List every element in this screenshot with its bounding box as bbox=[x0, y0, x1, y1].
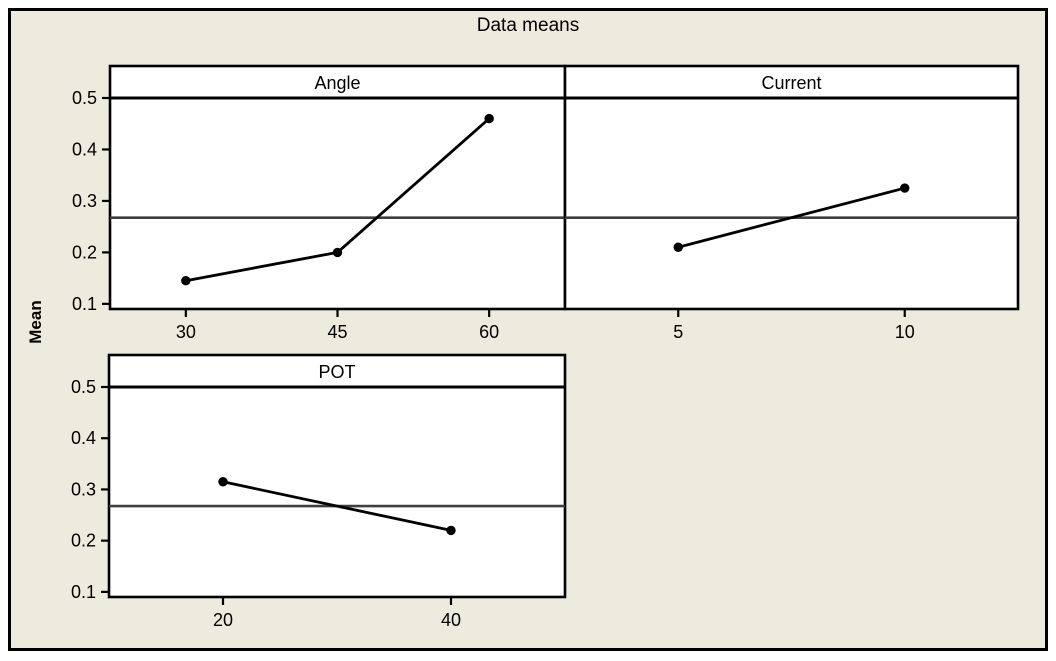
data-point-pot-20 bbox=[218, 477, 228, 487]
y-tick-label-angle: 0.1 bbox=[72, 294, 97, 314]
data-point-angle-30 bbox=[181, 275, 191, 286]
y-tick-label-pot: 0.5 bbox=[71, 377, 96, 397]
data-point-current-5 bbox=[673, 242, 683, 252]
x-tick-label-pot: 40 bbox=[441, 610, 461, 630]
panel-label-current: Current bbox=[761, 73, 821, 93]
x-tick-label-angle: 30 bbox=[176, 322, 196, 342]
y-tick-label-angle: 0.4 bbox=[72, 139, 97, 159]
data-point-current-10 bbox=[900, 183, 910, 193]
panel-frame-current bbox=[563, 64, 1020, 311]
mean-line-pot bbox=[222, 480, 452, 532]
x-tick-label-current: 10 bbox=[895, 322, 915, 342]
y-tick-label-pot: 0.4 bbox=[71, 428, 96, 448]
panel-label-pot: POT bbox=[318, 362, 355, 382]
panel-label-angle: Angle bbox=[314, 73, 360, 93]
y-tick-label-angle: 0.5 bbox=[72, 88, 97, 108]
data-point-angle-60 bbox=[484, 113, 494, 124]
x-tick-label-pot: 20 bbox=[213, 610, 233, 630]
chart-title: Data means bbox=[476, 15, 580, 36]
data-point-angle-45 bbox=[332, 247, 343, 258]
y-tick-label-angle: 0.2 bbox=[72, 242, 97, 262]
x-tick-label-current: 5 bbox=[673, 322, 683, 342]
data-point-pot-40 bbox=[446, 525, 456, 536]
y-tick-label-pot: 0.1 bbox=[71, 582, 96, 602]
x-tick-label-angle: 60 bbox=[479, 322, 499, 342]
y-tick-label-pot: 0.2 bbox=[71, 531, 96, 551]
y-axis-title: Mean bbox=[26, 300, 45, 344]
mean-line-current bbox=[677, 186, 906, 249]
y-tick-label-pot: 0.3 bbox=[71, 479, 96, 499]
x-tick-label-angle: 45 bbox=[327, 322, 347, 342]
y-tick-label-angle: 0.3 bbox=[72, 191, 97, 211]
panel-frame-angle bbox=[108, 64, 567, 311]
panel-frame-pot bbox=[107, 353, 567, 599]
